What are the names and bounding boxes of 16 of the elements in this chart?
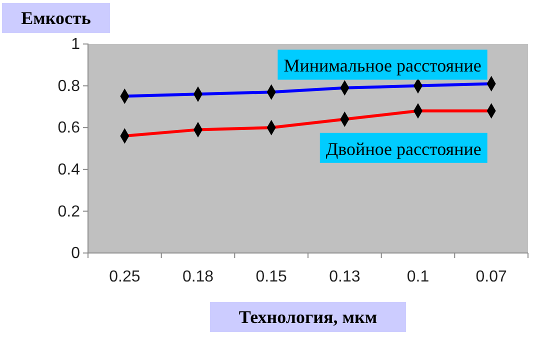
x-tick-label: 0.15	[256, 268, 288, 286]
y-tick-label: 0	[71, 245, 80, 262]
y-tick-label: 1	[71, 36, 80, 54]
series-label: Двойное расстояние	[326, 138, 482, 159]
x-tick-label: 0.13	[329, 268, 360, 286]
y-tick-label: 0.2	[58, 203, 80, 220]
y-tick-label: 0.8	[58, 78, 80, 95]
y-axis-title: Емкость	[21, 8, 92, 28]
x-tick-label: 0.18	[182, 268, 214, 286]
x-axis-title: Технология, мкм	[238, 307, 378, 327]
x-tick-label: 0.25	[109, 268, 140, 286]
y-tick-label: 0.6	[58, 120, 80, 137]
x-tick-label: 0.1	[406, 268, 430, 286]
x-tick-label: 0.07	[476, 268, 508, 286]
series-label: Минимальное расстояние	[284, 56, 482, 76]
y-tick-label: 0.4	[58, 162, 80, 179]
